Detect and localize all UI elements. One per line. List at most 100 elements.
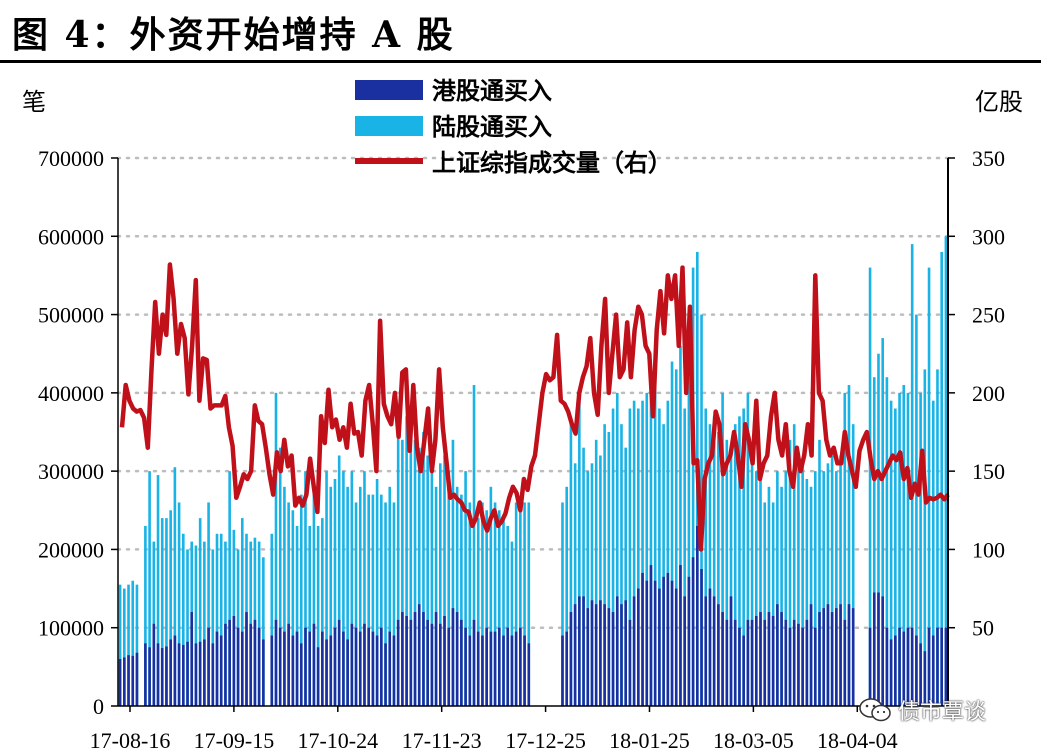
- lu-bar: [906, 392, 910, 706]
- title-divider: [0, 60, 1041, 63]
- lu-bar: [877, 353, 880, 706]
- hk-bar: [232, 615, 236, 706]
- hk-bar: [262, 639, 265, 706]
- hk-bar: [658, 588, 661, 706]
- lu-bar: [729, 455, 733, 706]
- hk-bar: [818, 612, 821, 706]
- lu-bar: [262, 557, 265, 706]
- lu-bar: [506, 525, 510, 706]
- lu-bar: [582, 447, 585, 706]
- lu-bar: [573, 463, 577, 706]
- hk-bar: [257, 627, 261, 706]
- hk-bar: [573, 604, 577, 706]
- hk-bar: [135, 652, 139, 706]
- hk-bar: [801, 627, 804, 706]
- lu-bar: [624, 447, 627, 706]
- lu-bar: [641, 400, 644, 706]
- hk-bar: [649, 565, 653, 706]
- hk-bar: [788, 627, 792, 706]
- left-tick-label: 300000: [38, 459, 104, 484]
- hk-bar: [308, 631, 312, 706]
- hk-bar: [830, 612, 834, 706]
- hk-bar: [679, 565, 682, 706]
- left-tick-label: 0: [93, 694, 104, 719]
- lu-bar: [198, 518, 202, 706]
- hk-bar: [291, 635, 295, 706]
- left-axis-label: 笔: [22, 88, 46, 116]
- lu-bar: [240, 518, 244, 706]
- hk-bar: [603, 604, 606, 706]
- lu-bar: [746, 392, 750, 706]
- hk-bar: [687, 576, 691, 706]
- lu-bar: [708, 424, 712, 706]
- lu-bar: [561, 502, 564, 706]
- lu-bar: [283, 486, 286, 706]
- hk-bar: [405, 615, 408, 706]
- legend-label-hk: 港股通买入: [432, 76, 552, 105]
- hk-bar: [337, 619, 341, 706]
- hk-bar: [342, 631, 345, 706]
- lu-bar: [160, 518, 164, 706]
- lu-bar: [358, 486, 362, 706]
- hk-bar: [329, 635, 333, 706]
- lu-bar: [632, 400, 636, 706]
- x-tick-label: 17-09-15: [194, 728, 275, 753]
- hk-bar: [493, 631, 497, 706]
- hk-bar: [413, 612, 417, 706]
- hk-bar: [729, 596, 733, 706]
- lu-bar: [460, 494, 463, 706]
- hk-bar: [611, 612, 615, 706]
- hk-bar: [877, 592, 880, 706]
- hk-bar: [594, 604, 598, 706]
- lu-bar: [287, 502, 290, 706]
- lu-bar: [207, 502, 210, 706]
- lu-bar: [868, 267, 872, 706]
- hk-bar: [304, 627, 307, 706]
- lu-bar: [927, 267, 931, 706]
- lu-bar: [936, 369, 939, 706]
- right-tick-label: 300: [972, 224, 1005, 249]
- lu-bar: [637, 408, 640, 706]
- hk-bar: [299, 643, 303, 706]
- lu-bar: [177, 502, 181, 706]
- lu-bar: [485, 510, 488, 706]
- lu-bar: [464, 471, 467, 706]
- hk-bar: [683, 596, 686, 706]
- hk-bar: [910, 627, 914, 706]
- lu-bar: [497, 510, 501, 706]
- hk-bar: [691, 557, 695, 706]
- hk-bar: [375, 635, 379, 706]
- hk-bar: [510, 635, 514, 706]
- lu-bar: [396, 432, 400, 706]
- hk-bar: [835, 608, 838, 706]
- lu-bar: [131, 580, 135, 706]
- hk-bar: [763, 619, 767, 706]
- lu-bar: [742, 408, 745, 706]
- hk-bar: [177, 643, 181, 706]
- legend-swatch-lu: [355, 116, 423, 136]
- lu-bar: [148, 471, 151, 706]
- lu-bar: [898, 392, 901, 706]
- lu-bar: [329, 486, 333, 706]
- hk-bar: [367, 627, 370, 706]
- lu-bar: [321, 518, 324, 706]
- lu-bar: [599, 455, 602, 706]
- lu-bar: [514, 502, 518, 706]
- lu-bar: [872, 377, 876, 706]
- lu-bar: [337, 455, 341, 706]
- lu-bar: [797, 455, 800, 706]
- lu-bar: [413, 439, 417, 706]
- gridlines: [116, 156, 950, 629]
- hk-bar: [725, 619, 729, 706]
- hk-bar: [881, 596, 885, 706]
- lu-bar: [603, 424, 606, 706]
- hk-bar: [885, 627, 889, 706]
- volume-line: [119, 262, 950, 552]
- right-tick-label: 50: [972, 616, 994, 641]
- hk-bar: [923, 651, 927, 706]
- lu-bar: [919, 392, 922, 706]
- lu-bar: [940, 251, 943, 706]
- lu-bar: [181, 533, 185, 706]
- hk-bar: [582, 596, 585, 706]
